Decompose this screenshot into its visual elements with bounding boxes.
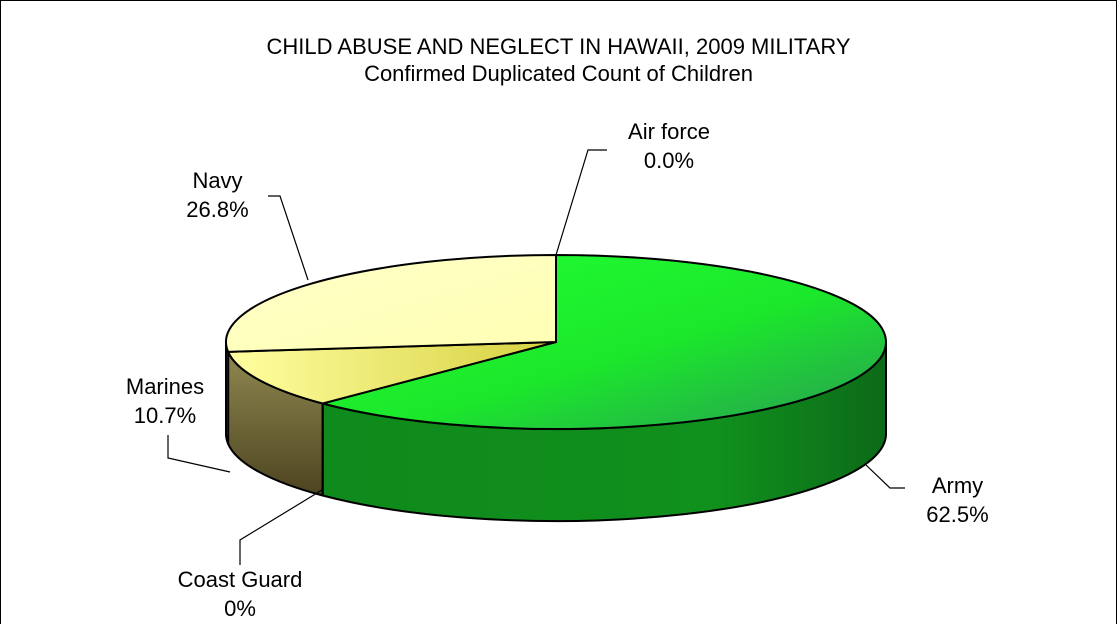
leader-airforce — [555, 149, 607, 256]
leader-coast-guard — [239, 489, 323, 565]
pie-slice-marines — [227, 341, 557, 405]
slice-label: Air force — [628, 119, 710, 144]
slice-label: Army — [931, 473, 984, 498]
slice-value-label: 26.8% — [186, 197, 249, 222]
label-navy: Navy 26.8% — [170, 166, 265, 224]
pie-slice-navy — [225, 254, 557, 353]
pie-side-navy — [225, 341, 230, 445]
chart-title: CHILD ABUSE AND NEGLECT IN HAWAII, 2009 … — [266, 34, 851, 59]
label-marines: Marines 10.7% — [110, 372, 220, 430]
slice-label: Coast Guard — [177, 567, 303, 592]
pie-slice-army — [321, 254, 887, 430]
slice-value-label: 10.7% — [133, 403, 197, 428]
chart-subtitle: Confirmed Duplicated Count of Children — [364, 61, 753, 86]
slice-value-label: 62.5% — [926, 502, 989, 527]
leader-navy — [268, 195, 309, 281]
slice-label: Navy — [192, 168, 243, 193]
slice-label: Marines — [125, 374, 205, 399]
slice-value-label: 0% — [224, 596, 256, 621]
label-coast-guard: Coast Guard 0% — [150, 565, 330, 623]
slice-value-label: 0.0% — [643, 148, 695, 173]
label-airforce: Air force 0.0% — [608, 117, 730, 175]
label-army: Army 62.5% — [905, 471, 1010, 529]
leader-marines — [167, 435, 231, 473]
leader-army — [865, 464, 905, 489]
